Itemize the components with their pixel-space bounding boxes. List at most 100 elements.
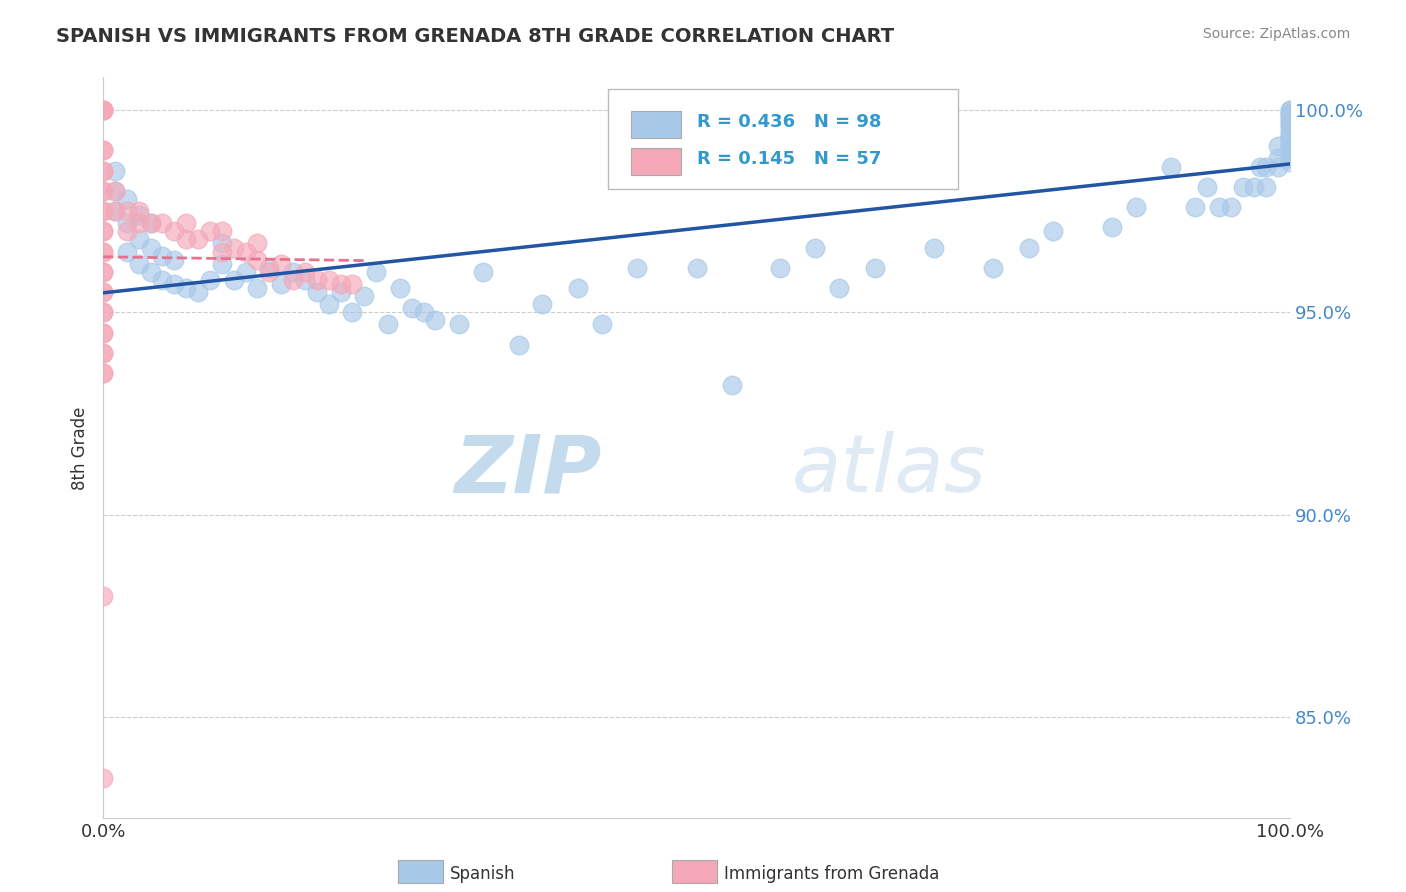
Point bbox=[1279, 103, 1302, 117]
Point bbox=[91, 144, 114, 158]
Point bbox=[1279, 119, 1302, 133]
Point bbox=[1279, 144, 1302, 158]
Point bbox=[259, 260, 281, 275]
Point bbox=[91, 771, 114, 785]
Point bbox=[91, 285, 114, 299]
Point bbox=[1279, 139, 1302, 153]
Point bbox=[152, 273, 174, 287]
Point bbox=[425, 313, 447, 327]
Point bbox=[91, 224, 114, 238]
Point bbox=[91, 224, 114, 238]
Point bbox=[139, 216, 162, 230]
Point bbox=[329, 285, 352, 299]
Point bbox=[270, 277, 292, 291]
Point bbox=[305, 285, 328, 299]
Point bbox=[104, 204, 127, 219]
Point bbox=[318, 297, 340, 311]
Point bbox=[91, 366, 114, 380]
Point bbox=[91, 285, 114, 299]
Point bbox=[91, 346, 114, 360]
Point bbox=[449, 318, 471, 332]
Point bbox=[828, 281, 851, 295]
Point bbox=[115, 224, 138, 238]
Point bbox=[115, 192, 138, 206]
Y-axis label: 8th Grade: 8th Grade bbox=[72, 406, 89, 490]
Point bbox=[91, 184, 114, 198]
Point bbox=[222, 273, 245, 287]
Point bbox=[401, 301, 423, 316]
Point bbox=[1279, 107, 1302, 121]
Text: Immigrants from Grenada: Immigrants from Grenada bbox=[724, 865, 939, 883]
Point bbox=[863, 260, 886, 275]
Point bbox=[91, 103, 114, 117]
Point bbox=[508, 337, 530, 351]
Point bbox=[1208, 200, 1230, 214]
Point bbox=[342, 305, 364, 319]
Point bbox=[211, 236, 233, 251]
Point bbox=[91, 326, 114, 340]
Point bbox=[211, 257, 233, 271]
Point bbox=[163, 224, 186, 238]
Point bbox=[91, 244, 114, 259]
Point bbox=[91, 163, 114, 178]
Point bbox=[104, 163, 127, 178]
Point bbox=[139, 240, 162, 254]
Point bbox=[1279, 111, 1302, 125]
Point bbox=[1279, 107, 1302, 121]
Point bbox=[1279, 119, 1302, 133]
Point bbox=[198, 273, 221, 287]
Point bbox=[187, 232, 209, 246]
FancyBboxPatch shape bbox=[631, 148, 681, 175]
Text: atlas: atlas bbox=[792, 431, 986, 509]
Point bbox=[1279, 123, 1302, 137]
Point bbox=[174, 281, 197, 295]
Point bbox=[685, 260, 707, 275]
Point bbox=[1279, 131, 1302, 145]
Point bbox=[1101, 220, 1123, 235]
Point bbox=[1160, 160, 1182, 174]
Point bbox=[91, 103, 114, 117]
Point bbox=[922, 240, 945, 254]
Point bbox=[471, 265, 494, 279]
Point bbox=[769, 260, 792, 275]
Point bbox=[1195, 179, 1218, 194]
Point bbox=[318, 273, 340, 287]
Point bbox=[1279, 131, 1302, 145]
Point bbox=[246, 281, 269, 295]
Point bbox=[1256, 179, 1278, 194]
Point bbox=[281, 273, 304, 287]
Point bbox=[1267, 139, 1289, 153]
Point bbox=[1125, 200, 1147, 214]
Point bbox=[211, 224, 233, 238]
Point bbox=[163, 252, 186, 267]
Point bbox=[294, 265, 316, 279]
Point bbox=[198, 224, 221, 238]
Point bbox=[1279, 139, 1302, 153]
Point bbox=[270, 257, 292, 271]
Point bbox=[1279, 144, 1302, 158]
Point bbox=[235, 244, 257, 259]
Point bbox=[1256, 160, 1278, 174]
Point bbox=[211, 244, 233, 259]
Point bbox=[139, 265, 162, 279]
Point bbox=[222, 240, 245, 254]
Text: R = 0.436   N = 98: R = 0.436 N = 98 bbox=[696, 113, 882, 131]
Point bbox=[91, 305, 114, 319]
Point bbox=[329, 277, 352, 291]
Point bbox=[91, 366, 114, 380]
Point bbox=[235, 265, 257, 279]
Point bbox=[91, 305, 114, 319]
Text: ZIP: ZIP bbox=[454, 431, 602, 509]
Point bbox=[91, 204, 114, 219]
Point bbox=[152, 216, 174, 230]
Point bbox=[1279, 155, 1302, 169]
Point bbox=[152, 249, 174, 263]
Point bbox=[281, 265, 304, 279]
Point bbox=[115, 216, 138, 230]
Point bbox=[91, 346, 114, 360]
Point bbox=[128, 257, 150, 271]
Point bbox=[1279, 139, 1302, 153]
Point bbox=[626, 260, 648, 275]
Point bbox=[104, 184, 127, 198]
Point bbox=[174, 216, 197, 230]
